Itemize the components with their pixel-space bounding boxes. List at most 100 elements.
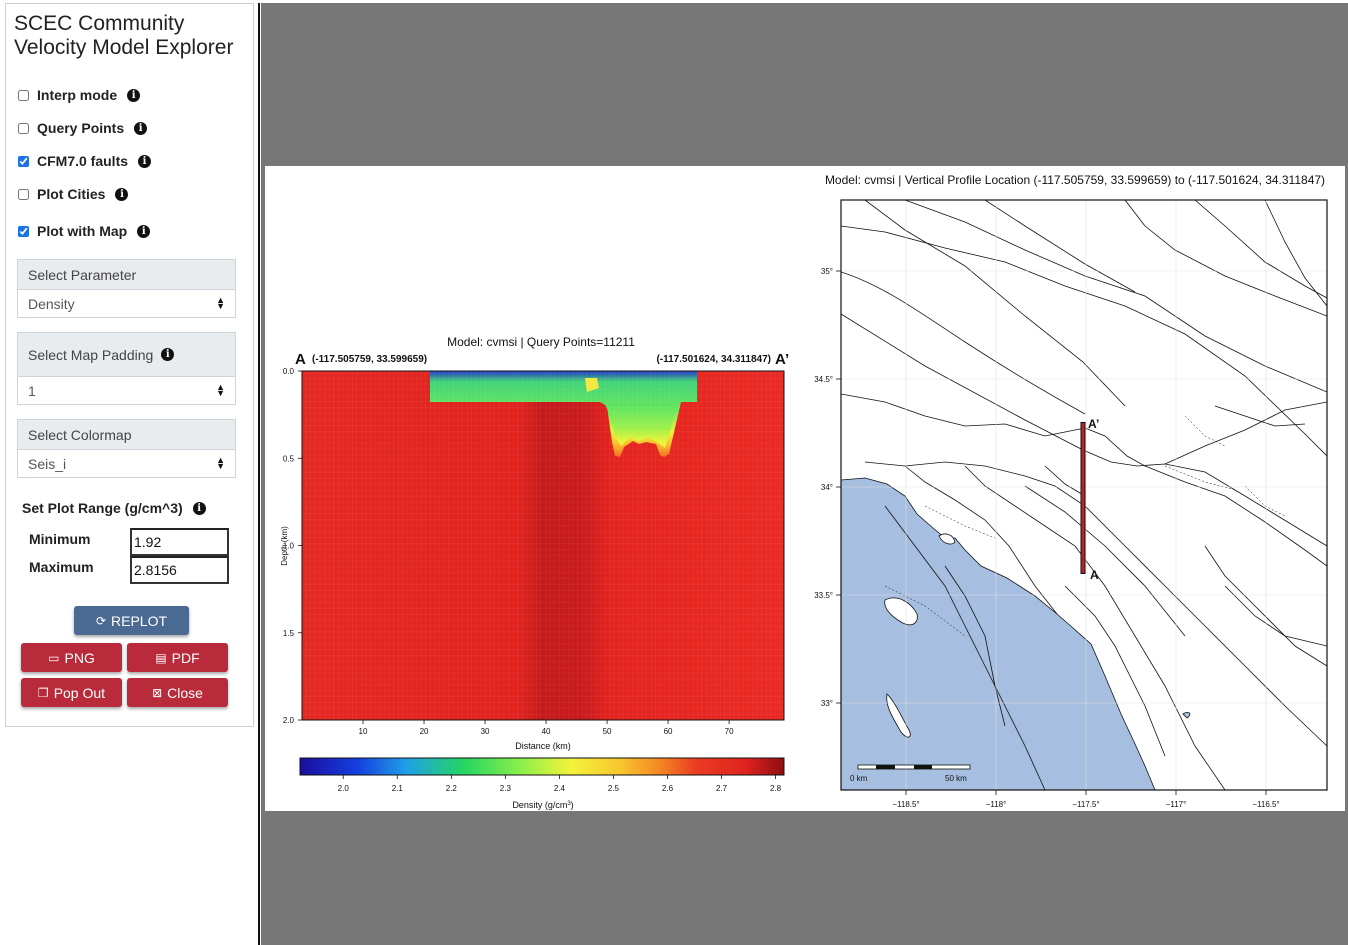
popout-button[interactable]: ❐ Pop Out [21, 678, 122, 707]
depth-tick-label: 1.5 [283, 629, 295, 638]
longitude-tick-label: −118.5° [892, 800, 919, 809]
interp-mode-option[interactable]: Interp mode i [18, 85, 141, 105]
close-icon: ⊠ [152, 685, 163, 700]
longitude-tick-label: −118° [986, 800, 1007, 809]
png-label: PNG [64, 649, 95, 666]
panel-divider[interactable] [258, 3, 260, 945]
map-graticule [841, 200, 1327, 790]
distance-tick-label: 70 [725, 727, 734, 736]
info-icon[interactable]: i [192, 501, 206, 515]
popout-label: Pop Out [53, 684, 106, 701]
app-title: SCEC Community Velocity Model Explorer [14, 12, 234, 59]
map-padding-label: Select Map Padding i [17, 332, 236, 377]
info-icon[interactable]: i [127, 88, 141, 102]
plot-cities-option[interactable]: Plot Cities i [18, 184, 129, 204]
scale-bar-segment [876, 765, 895, 769]
minimum-input[interactable] [130, 528, 229, 556]
depth-axis-label: Depth (km) [280, 526, 289, 566]
plot-cities-checkbox[interactable] [18, 188, 29, 200]
colorbar-tick-label: 2.6 [662, 784, 674, 793]
colorbar-label-text: Density (g/cm [512, 800, 567, 810]
plot-svg: Model: cvmsi | Query Points=11211 A (-11… [280, 173, 1328, 810]
cfm-faults-option[interactable]: CFM7.0 faults i [18, 151, 152, 171]
colorbar-label: Density (g/cm3) [512, 800, 573, 810]
end-coordinate: (-117.501624, 34.311847) [656, 354, 771, 365]
latitude-tick-label: 33.5° [814, 591, 833, 600]
maximum-input[interactable] [130, 556, 229, 584]
start-coordinate: (-117.505759, 33.599659) [312, 354, 427, 365]
pdf-button[interactable]: ▤ PDF [127, 643, 228, 672]
query-points-option[interactable]: Query Points i [18, 118, 148, 138]
end-marker-label: A’ [775, 351, 789, 368]
png-button[interactable]: ▭ PNG [21, 643, 122, 672]
parameter-select-value: Density [28, 295, 75, 312]
depth-tick-label: 0.0 [283, 367, 295, 376]
distance-tick-label: 50 [603, 727, 612, 736]
map-padding-select[interactable]: 1 ▲ ▼ [17, 377, 236, 405]
refresh-icon: ⟳ [95, 613, 107, 628]
inferred-fault-lines [884, 415, 1286, 637]
distance-tick-label: 20 [420, 727, 429, 736]
query-points-label: Query Points [37, 120, 125, 136]
map-end-marker: A’ [1088, 417, 1099, 431]
plot-with-map-checkbox[interactable] [18, 225, 29, 237]
minimum-label: Minimum [29, 531, 91, 547]
colormap-select-label-text: Select Colormap [28, 426, 132, 443]
interp-mode-label: Interp mode [37, 87, 118, 103]
colorbar-tick-label: 2.1 [392, 784, 404, 793]
depth-tick-label: 1.0 [283, 542, 295, 551]
scale-bar-segment [914, 765, 932, 769]
distance-axis-label: Distance (km) [515, 741, 571, 751]
plot-with-map-label: Plot with Map [37, 223, 128, 239]
cross-section-heatmap [301, 370, 785, 721]
query-points-checkbox[interactable] [18, 122, 29, 134]
scale-bar-end-label: 50 km [945, 774, 967, 783]
parameter-select-label-text: Select Parameter [28, 266, 137, 283]
plot-with-map-option[interactable]: Plot with Map i [18, 221, 151, 241]
distance-tick-label: 10 [359, 727, 368, 736]
parameter-select[interactable]: Density ▲ ▼ [17, 290, 236, 318]
scale-bar-start-label: 0 km [850, 774, 868, 783]
island [938, 533, 956, 545]
pdf-label: PDF [171, 649, 200, 666]
latitude-tick-label: 33° [821, 699, 833, 708]
colorbar-tick-label: 2.7 [716, 784, 728, 793]
info-icon[interactable]: i [138, 154, 152, 168]
select-arrows-icon: ▲ ▼ [216, 295, 225, 311]
parameter-select-label: Select Parameter [17, 259, 236, 290]
colorbar-tick-label: 2.5 [608, 784, 620, 793]
depth-tick-label: 0.5 [283, 454, 295, 463]
info-icon[interactable]: i [161, 348, 175, 361]
latitude-tick-label: 34° [821, 483, 833, 492]
cfm-faults-checkbox[interactable] [18, 155, 29, 167]
info-icon[interactable]: i [137, 224, 151, 238]
replot-button[interactable]: ⟳ REPLOT [74, 606, 189, 635]
cross-section-axes: 0.0 0.5 1.0 1.5 2.0 10 20 30 40 50 60 70 [283, 367, 734, 736]
longitude-tick-label: −116.5° [1252, 800, 1279, 809]
colorbar-tick-label: 2.0 [338, 784, 350, 793]
island [1182, 711, 1191, 719]
colormap-select[interactable]: Seis_i ▲ ▼ [17, 450, 236, 478]
depth-tick-label: 2.0 [283, 716, 295, 725]
map-axes: 35° 34.5° 34° 33.5° 33° −118.5° −118° −117.5° −1… [814, 267, 1279, 809]
map-title: Model: cvmsi | Vertical Profile Location… [825, 173, 1325, 187]
maximum-label: Maximum [29, 559, 94, 575]
interp-mode-checkbox[interactable] [18, 89, 29, 101]
ocean [841, 477, 1156, 790]
colorbar-label-exponent: 3 [567, 801, 571, 807]
fault-lines [841, 200, 1327, 790]
colorbar-tick-label: 2.3 [500, 784, 512, 793]
info-icon[interactable]: i [134, 121, 148, 135]
colorbar-ticks: 2.0 2.1 2.2 2.3 2.4 2.5 2.6 2.7 2.8 [338, 775, 782, 793]
close-button[interactable]: ⊠ Close [127, 678, 228, 707]
map-padding-label-text: Select Map Padding [28, 346, 154, 363]
heatmap-grid [302, 371, 784, 720]
popout-icon: ❐ [37, 685, 49, 700]
info-icon[interactable]: i [115, 187, 129, 201]
plot-image: Model: cvmsi | Query Points=11211 A (-11… [265, 166, 1345, 811]
plot-cities-label: Plot Cities [37, 186, 106, 202]
colormap-select-value: Seis_i [28, 455, 67, 472]
colorbar-gradient [299, 757, 785, 776]
cfm-faults-label: CFM7.0 faults [37, 153, 129, 169]
longitude-tick-label: −117° [1166, 800, 1187, 809]
